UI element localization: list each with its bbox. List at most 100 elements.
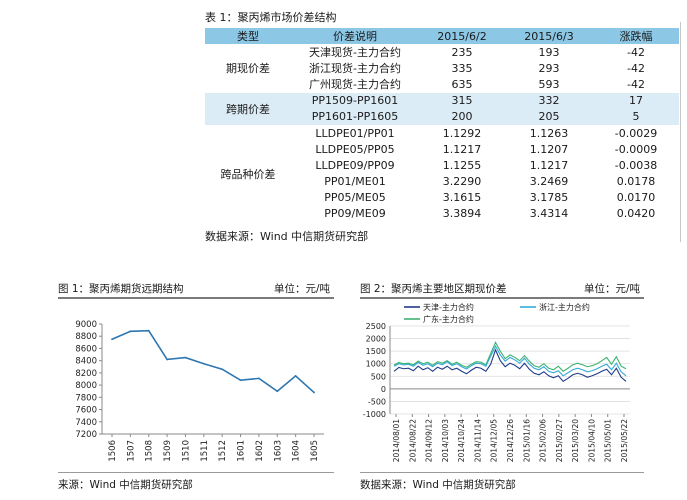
y-tick-label: 2000 — [366, 335, 386, 344]
description-cell: LLDPE09/PP09 — [315, 158, 395, 172]
data-point — [129, 330, 132, 333]
table-header-row: 类型 价差说明 2015/6/2 2015/6/3 涨跌幅 — [205, 28, 679, 44]
category-cell: 跨品种价差 — [220, 167, 276, 181]
value-cell: -0.0038 — [614, 158, 658, 172]
figure2-panel: -1000 -500 0 500 1000 1500 2000 2500 2014/08/01 2… — [360, 300, 644, 472]
x-tick-label: 1510 — [181, 440, 191, 462]
value-cell: 1.1263 — [529, 126, 569, 140]
table-row: 跨品种价差 LLDPE01/PP01 1.1292 1.1263 -0.0029 — [205, 125, 679, 181]
y-tick-label: 2500 — [366, 322, 386, 331]
y-tick-label: 7200 — [75, 430, 97, 440]
x-tick-label: 2014/11/14 — [473, 419, 482, 462]
x-tick-label: 2014/12/05 — [490, 419, 499, 462]
category-cell: 期现价差 — [226, 62, 270, 76]
value-cell: 3.3894 — [442, 207, 482, 221]
header-date-2: 2015/6/3 — [505, 28, 593, 44]
description-cell: 广州现货-主力合约 — [309, 78, 401, 92]
table-right-rule — [680, 22, 681, 242]
x-tick-label: 1603 — [273, 440, 283, 462]
header-type: 类型 — [205, 28, 291, 44]
data-point — [239, 379, 242, 382]
figure2-top-rule — [360, 297, 644, 299]
table-row: PP09/ME09 3.3894 3.4314 0.0420 — [205, 206, 679, 222]
description-cell: PP05/ME05 — [324, 191, 386, 205]
value-cell: 3.2290 — [442, 175, 482, 189]
value-cell: -42 — [627, 77, 645, 91]
data-point — [111, 338, 113, 341]
value-cell: 3.1615 — [442, 191, 482, 205]
value-cell: 1.1255 — [442, 158, 482, 172]
figure1-bottom-rule — [58, 472, 334, 473]
value-cell: -0.0009 — [614, 142, 658, 156]
y-tick-label: 8200 — [75, 369, 97, 379]
y-tick-label: 9000 — [75, 320, 97, 330]
y-tick-label: 1000 — [366, 360, 386, 369]
value-cell: 0.0178 — [616, 175, 656, 189]
y-tick-label: 8000 — [75, 381, 97, 391]
forward-curve-line — [111, 329, 315, 394]
header-date-1: 2015/6/2 — [419, 28, 505, 44]
data-point — [276, 390, 279, 393]
figure2-bottom-rule — [360, 472, 644, 473]
x-tick-label: 1506 — [108, 440, 118, 462]
x-tick-label: 2015/04/10 — [587, 419, 596, 462]
header-description: 价差说明 — [291, 28, 419, 44]
table-row: 期现价差 天津现货-主力合约 235 193 -42 — [205, 44, 679, 76]
data-point — [184, 356, 187, 359]
x-tick-label: 2014/10/03 — [441, 419, 450, 462]
x-tick-label: 1604 — [292, 440, 302, 462]
x-tick-label: 1605 — [310, 440, 320, 462]
value-cell: 5 — [593, 108, 679, 125]
x-tick-label: 1601 — [237, 440, 247, 462]
legend-label: 天津-主力合约 — [423, 302, 474, 312]
table-caption: 表 1：聚丙烯市场价差结构 — [205, 11, 337, 24]
price-spread-table: 类型 价差说明 2015/6/2 2015/6/3 涨跌幅 期现价差 天津现货-主… — [205, 28, 679, 222]
x-tick-label: 2014/10/24 — [457, 419, 466, 462]
value-cell: 193 — [538, 45, 560, 59]
description-cell: 天津现货-主力合约 — [309, 46, 401, 60]
data-point — [294, 375, 297, 377]
table-row: LLDPE09/PP09 1.1255 1.1217 -0.0038 — [205, 157, 679, 173]
x-tick-label: 2014/09/12 — [425, 419, 434, 462]
figure2-caption: 图 2：聚丙烯主要地区期现价差 — [360, 283, 507, 295]
figure2-source: 数据来源：Wind 中信期货研究部 — [360, 479, 516, 491]
y-tick-label: 500 — [371, 372, 386, 381]
value-cell: 1.1292 — [442, 126, 482, 140]
series-line-1 — [393, 344, 627, 377]
figure1-panel: 7200 7400 7600 7800 8000 8200 8400 8600 8800 9000… — [58, 300, 334, 472]
value-cell: 0.0170 — [616, 191, 656, 205]
figure1-source: 来源：Wind 中信期货研究部 — [58, 479, 193, 491]
table-row: 跨期价差 PP1509-PP1601 315 332 17 — [205, 92, 679, 125]
description-cell: 浙江现货-主力合约 — [309, 62, 401, 76]
x-tick-label: 2015/02/06 — [539, 419, 548, 462]
value-cell: 17 — [593, 92, 679, 109]
x-tick-label: 2015/05/01 — [604, 419, 613, 462]
value-cell: 635 — [451, 77, 473, 91]
description-cell: PP01/ME01 — [324, 175, 386, 189]
table-source: 数据来源：Wind 中信期货研究部 — [205, 230, 369, 243]
value-cell: 235 — [451, 45, 473, 59]
x-tick-label: 1507 — [126, 440, 136, 462]
x-tick-label: 1511 — [200, 440, 210, 462]
value-cell: -0.0029 — [614, 126, 658, 140]
x-tick-label: 2014/12/26 — [506, 419, 515, 462]
x-tick-label: 2015/03/20 — [571, 419, 580, 462]
y-tick-label: 8600 — [75, 344, 97, 354]
table-row: PP01/ME01 3.2290 3.2469 0.0178 — [205, 174, 679, 190]
data-point — [221, 368, 224, 371]
value-cell: 1.1217 — [442, 142, 482, 156]
table-row: 浙江现货-主力合约 335 293 -42 — [205, 60, 679, 76]
y-tick-label: -500 — [368, 397, 386, 406]
x-tick-label: 2014/08/22 — [408, 419, 417, 462]
y-tick-label: 8400 — [75, 357, 97, 367]
x-tick-label: 2015/05/22 — [620, 419, 629, 462]
x-tick-label: 2014/08/01 — [392, 419, 401, 462]
header-change: 涨跌幅 — [593, 28, 679, 44]
data-point — [313, 391, 315, 394]
value-cell: 1.1217 — [529, 158, 569, 172]
value-cell: 200 — [419, 108, 505, 125]
description-cell: PP1601-PP1605 — [291, 108, 419, 125]
x-tick-label: 1512 — [218, 440, 228, 462]
figure1-plot-bg — [58, 300, 334, 472]
figure1-caption: 图 1：聚丙烯期货远期结构 — [58, 283, 184, 295]
